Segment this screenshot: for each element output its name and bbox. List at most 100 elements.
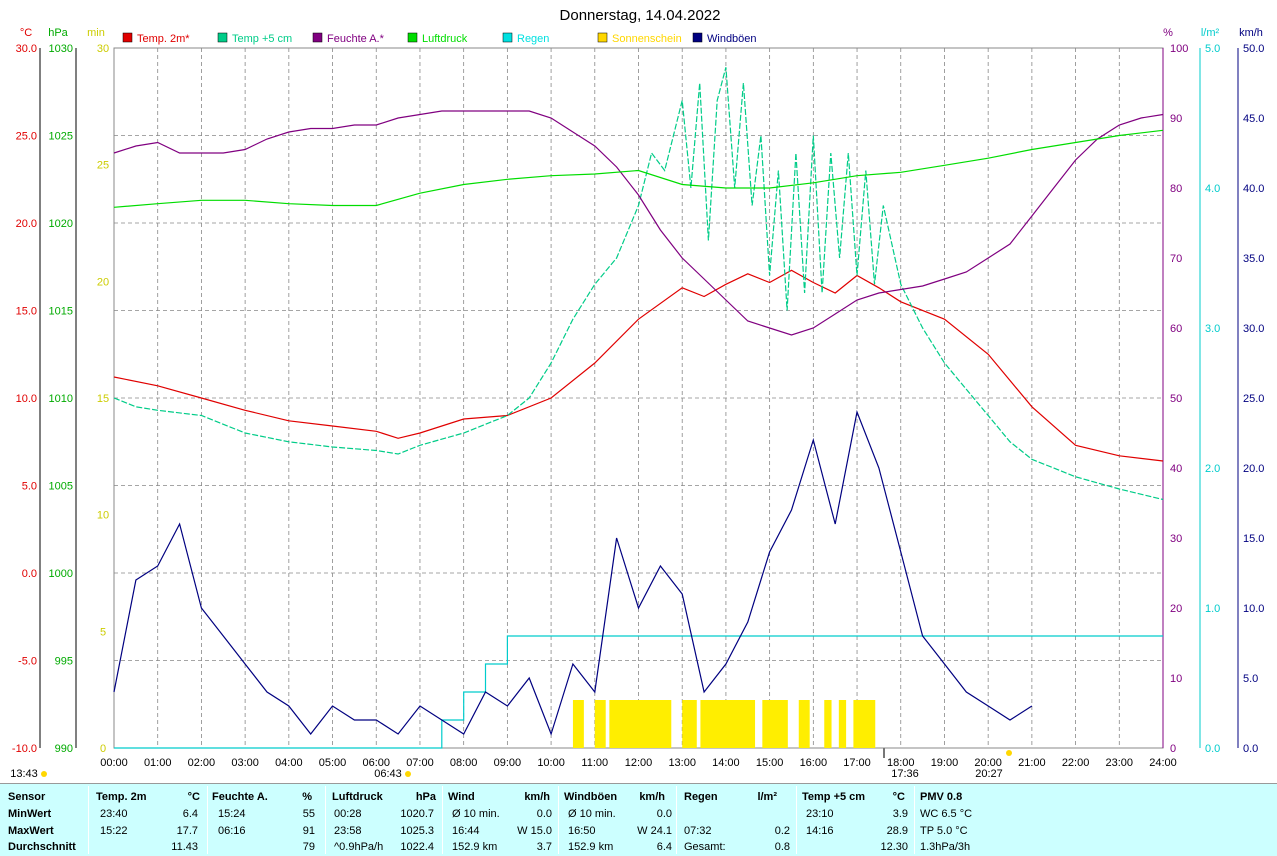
humidity-tick-label: 90 bbox=[1170, 113, 1182, 125]
sunshine-bar bbox=[609, 700, 672, 748]
left-axes: 30.025.020.015.010.05.00.0-5.0-10.010301… bbox=[12, 43, 109, 755]
sun-icon bbox=[41, 771, 47, 777]
pressure-tick-label: 1025 bbox=[49, 131, 73, 143]
stat-cell: 3.7 bbox=[536, 841, 552, 853]
wind-tick-label: 5.0 bbox=[1243, 673, 1258, 685]
sunshine-bar bbox=[824, 700, 832, 748]
stat-cell: 07:32 bbox=[684, 825, 712, 837]
sunshine-bar bbox=[682, 700, 697, 748]
stat-cell: 16:44 bbox=[452, 825, 480, 837]
wind-tick-label: 25.0 bbox=[1243, 393, 1264, 405]
sunshine-unit-label: min bbox=[87, 27, 105, 39]
humidity-tick-label: 30 bbox=[1170, 533, 1182, 545]
sunshine-bar bbox=[838, 700, 847, 748]
wind-tick-label: 50.0 bbox=[1243, 43, 1264, 55]
noon-marker-label: 17:36 bbox=[891, 768, 919, 780]
stat-cell: Temp. 2m bbox=[96, 791, 147, 803]
humidity-tick-label: 60 bbox=[1170, 323, 1182, 335]
pressure-tick-label: 1005 bbox=[49, 481, 73, 493]
legend-swatch bbox=[502, 32, 513, 43]
sunrise-label: 06:43 bbox=[374, 768, 402, 780]
legend: Temp. 2m* Temp +5 cm Feuchte A.* Luftdruck R… bbox=[122, 32, 757, 45]
x-tick-label: 07:00 bbox=[406, 757, 434, 769]
stat-cell: TP 5.0 °C bbox=[920, 825, 968, 837]
stat-cell: W 24.1 bbox=[637, 825, 672, 837]
stat-cell: WC 6.5 °C bbox=[920, 808, 973, 820]
right-axes: 10090807060504030201005.04.03.02.01.00.0… bbox=[1162, 43, 1264, 755]
column-divider bbox=[442, 786, 443, 854]
stat-cell: 11.43 bbox=[171, 841, 198, 853]
stat-cell: 152.9 km bbox=[452, 841, 498, 853]
stat-cell: km/h bbox=[524, 791, 550, 803]
legend-label: Windböen bbox=[707, 33, 757, 45]
stat-cell: Regen bbox=[684, 791, 718, 803]
stat-cell: % bbox=[302, 791, 312, 803]
temp-tick-label: 0.0 bbox=[22, 568, 37, 580]
wind-tick-label: 45.0 bbox=[1243, 113, 1264, 125]
pressure-tick-label: 1020 bbox=[49, 218, 73, 230]
stat-cell: 17.7 bbox=[176, 825, 198, 837]
temp-tick-label: 5.0 bbox=[22, 481, 37, 493]
sunshine-tick-label: 15 bbox=[97, 393, 109, 405]
legend-swatch bbox=[312, 32, 323, 43]
stat-cell: 1020.7 bbox=[400, 808, 434, 820]
x-tick-label: 15:00 bbox=[756, 757, 784, 769]
temp-tick-label: 15.0 bbox=[16, 306, 37, 318]
humidity-unit-label: % bbox=[1163, 27, 1173, 39]
sunshine-tick-label: 25 bbox=[97, 160, 109, 172]
bottom-left-time: 13:43 bbox=[10, 768, 38, 780]
stat-cell: °C bbox=[892, 791, 905, 803]
wind-tick-label: 30.0 bbox=[1243, 323, 1264, 335]
x-tick-label: 02:00 bbox=[188, 757, 216, 769]
stat-cell: 00:28 bbox=[334, 808, 362, 820]
column-divider bbox=[325, 786, 326, 854]
pressure-unit-label: hPa bbox=[48, 27, 68, 39]
humidity-tick-label: 40 bbox=[1170, 463, 1182, 475]
humidity-line bbox=[113, 110, 1164, 336]
stat-cell: Gesamt: bbox=[684, 841, 726, 853]
sun-markers: 13:43 06:43 17:36 20:27 bbox=[10, 748, 1012, 780]
stat-cell: Feuchte A. bbox=[212, 791, 268, 803]
humidity-tick-label: 100 bbox=[1170, 43, 1188, 55]
sunshine-bar bbox=[572, 700, 584, 748]
stat-cell: 1.3hPa/3h bbox=[920, 841, 971, 853]
x-tick-label: 23:00 bbox=[1106, 757, 1134, 769]
rain-tick-label: 0.0 bbox=[1205, 743, 1220, 755]
stat-cell: MaxWert bbox=[8, 825, 54, 837]
pressure-tick-label: 1030 bbox=[49, 43, 73, 55]
x-tick-label: 00:00 bbox=[100, 757, 128, 769]
x-tick-label: 13:00 bbox=[668, 757, 696, 769]
sunshine-bar bbox=[594, 700, 606, 748]
temp-tick-label: -5.0 bbox=[18, 656, 37, 668]
chart-title: Donnerstag, 14.04.2022 bbox=[560, 7, 721, 24]
temp-unit-label: °C bbox=[20, 27, 32, 39]
stat-cell: ^0.9hPa/h bbox=[334, 841, 384, 853]
sunshine-tick-label: 20 bbox=[97, 276, 109, 288]
x-tick-label: 14:00 bbox=[712, 757, 740, 769]
stat-cell: 23:58 bbox=[334, 825, 362, 837]
rain-unit-label: l/m² bbox=[1201, 27, 1220, 39]
x-tick-label: 01:00 bbox=[144, 757, 172, 769]
rain-tick-label: 1.0 bbox=[1205, 603, 1220, 615]
stat-cell: 16:50 bbox=[568, 825, 596, 837]
stat-cell: 0.8 bbox=[774, 841, 790, 853]
stat-cell: Wind bbox=[448, 791, 475, 803]
stat-cell: 6.4 bbox=[182, 808, 198, 820]
sunshine-bar bbox=[700, 700, 756, 748]
series-lines bbox=[113, 67, 1164, 749]
legend-swatch bbox=[217, 32, 228, 43]
stat-cell: 1022.4 bbox=[400, 841, 434, 853]
humidity-tick-label: 0 bbox=[1170, 743, 1176, 755]
stat-cell: Ø 10 min. bbox=[568, 808, 616, 820]
weather-chart: Donnerstag, 14.04.2022 °C hPa min % l/m²… bbox=[10, 7, 1264, 780]
rain-line bbox=[114, 635, 1163, 749]
pressure-tick-label: 1010 bbox=[49, 393, 73, 405]
temp-tick-label: 25.0 bbox=[16, 131, 37, 143]
humidity-tick-label: 20 bbox=[1170, 603, 1182, 615]
stat-cell: 06:16 bbox=[218, 825, 246, 837]
humidity-tick-label: 50 bbox=[1170, 393, 1182, 405]
temp-2m-line bbox=[113, 269, 1164, 462]
column-divider bbox=[207, 786, 208, 854]
x-tick-label: 06:00 bbox=[362, 757, 390, 769]
rain-tick-label: 5.0 bbox=[1205, 43, 1220, 55]
